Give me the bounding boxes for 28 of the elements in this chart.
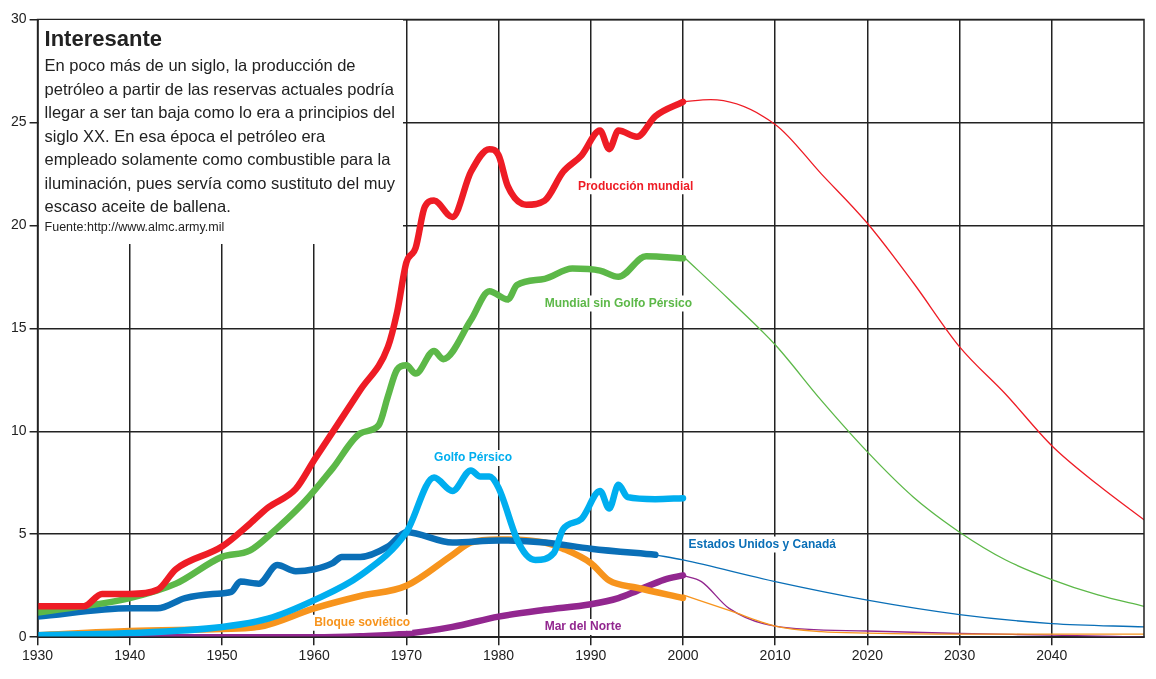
- x-tick-label: 2020: [851, 647, 884, 664]
- x-tick-label: 2030: [944, 647, 976, 664]
- x-tick-label: 2010: [759, 647, 791, 664]
- y-tick-label: 0: [18, 628, 27, 645]
- series-label: Mar del Norte: [544, 619, 622, 634]
- x-tick-label: 1930: [21, 647, 54, 664]
- y-tick-label: 25: [10, 113, 27, 130]
- y-tick-label: 20: [10, 216, 27, 233]
- x-tick-label: 2040: [1036, 647, 1068, 664]
- x-tick-label: 1950: [206, 647, 238, 664]
- x-tick-label: 1980: [483, 647, 515, 664]
- x-tick-label: 2000: [667, 647, 699, 664]
- series-label: Mundial sin Golfo Pérsico: [544, 295, 693, 310]
- text: Estados Unidos y Canadá: [688, 536, 837, 551]
- x-tick-label: 1990: [575, 647, 607, 664]
- series-label: Producción mundial: [577, 178, 694, 193]
- chart-title: Interesante: [44, 26, 163, 53]
- x-tick-label: 1960: [298, 647, 330, 664]
- series-label: Golfo Pérsico: [434, 450, 513, 465]
- annotation: En poco más de un siglo, la producción de petróleo a partir de las reservas actuales podría llegar a ser tan baja como lo era a principios del siglo XX. En esa época el petróleo era empleado solamente como combustible para la iluminación, pues servía como sustituto del muy escaso aceite de ballena.: [44, 55, 396, 218]
- y-tick-label: 10: [10, 422, 27, 439]
- y-tick-label: 5: [18, 525, 27, 542]
- series-label: Bloque soviético: [314, 615, 411, 630]
- y-tick-label: 15: [10, 319, 27, 336]
- annotation: Fuente:http://www.almc.army.mil: [44, 218, 226, 236]
- y-tick-label: 30: [10, 10, 27, 27]
- x-tick-label: 1940: [114, 647, 146, 664]
- x-tick-label: 1970: [390, 647, 423, 664]
